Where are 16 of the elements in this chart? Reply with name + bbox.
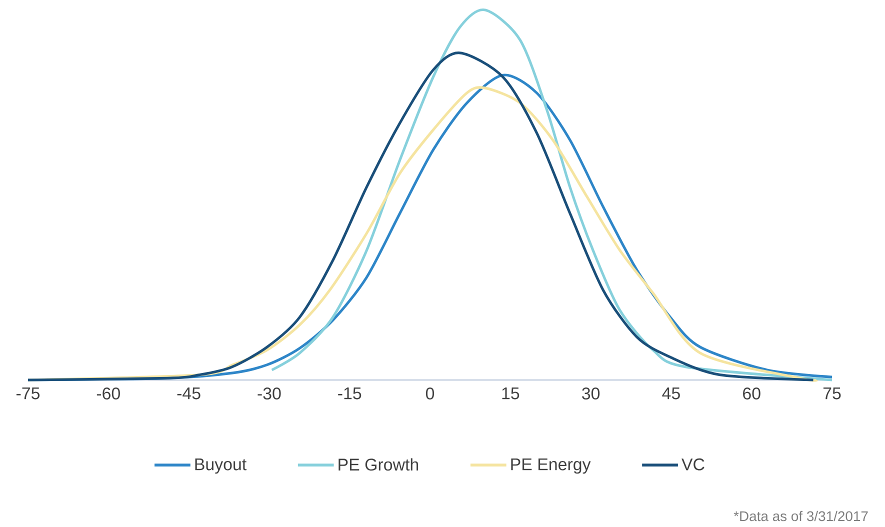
legend-label: PE Energy (511, 458, 591, 474)
text: *Data as of 3/31/2017 (734, 510, 868, 522)
x-tick-label: -30 (258, 388, 281, 400)
x-tick-label: 15 (502, 388, 520, 400)
x-tick-label: 30 (582, 388, 600, 400)
x-tick-label: -60 (96, 388, 120, 400)
x-tick-label: 0 (426, 388, 434, 400)
x-tick-label: 75 (823, 388, 841, 400)
x-tick-label: -75 (16, 388, 40, 400)
x-tick-label: 45 (662, 388, 680, 400)
x-tick-label: -15 (338, 388, 362, 400)
legend-label: VC (682, 458, 704, 470)
x-tick-label: -45 (177, 388, 200, 400)
x-tick-label: 60 (743, 388, 760, 400)
legend-label: Buyout (195, 458, 246, 474)
legend-label: PE Growth (338, 458, 418, 471)
